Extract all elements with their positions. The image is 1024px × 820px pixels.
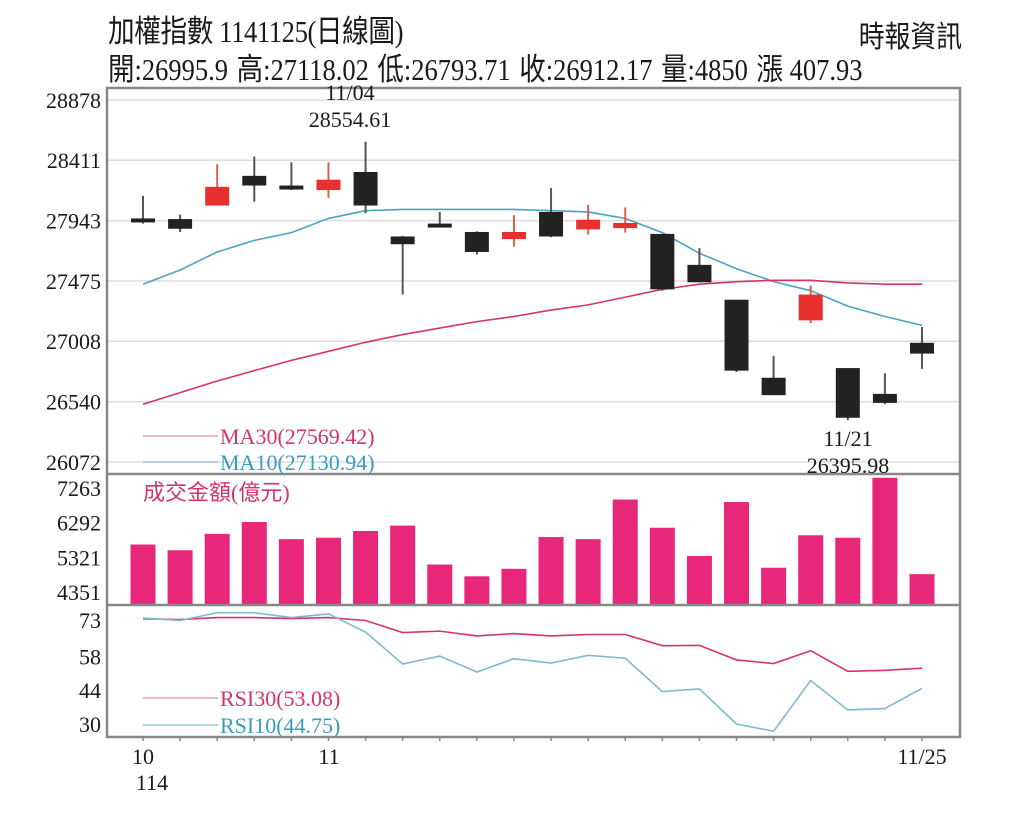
low-value: 低:26793.71	[377, 52, 511, 87]
high-value-annotation: 28554.61	[309, 107, 392, 132]
volume-bar	[612, 499, 638, 605]
candle	[687, 248, 712, 283]
candlesticks	[131, 141, 934, 421]
ohlc-summary: 開:26995.9 高:27118.02 低:26793.71 收:26912.17 量…	[108, 44, 871, 89]
y-tick-label: 7263	[57, 476, 101, 501]
volume-bar	[167, 550, 193, 605]
y-tick-label: 44	[79, 678, 101, 703]
volume-bars	[130, 477, 935, 605]
candle	[131, 195, 155, 224]
x-label-oct: 10	[132, 744, 154, 769]
volume-bar	[353, 530, 379, 605]
change-value: 漲 407.93	[756, 52, 863, 87]
volume-bar	[204, 533, 230, 605]
y-tick-label: 58	[79, 644, 101, 669]
volume-bar	[538, 537, 564, 605]
x-label-year: 114	[136, 770, 168, 795]
volume-bar	[835, 537, 861, 605]
volume-bar	[909, 574, 935, 605]
candle	[242, 156, 267, 202]
candle	[168, 214, 193, 232]
candle	[650, 233, 675, 291]
y-tick-label: 28411	[47, 148, 101, 173]
ma30-line	[142, 279, 922, 405]
y-tick-label: 5321	[57, 545, 101, 570]
y-tick-label: 26072	[46, 450, 101, 475]
candle	[761, 355, 786, 396]
high-value: 高:27118.02	[236, 52, 369, 87]
candle	[835, 368, 860, 421]
chart-title: 加權指數 1141125(日線圖)	[108, 14, 404, 49]
volume-title: 成交金額(億元)	[143, 480, 290, 505]
volume-bar	[686, 555, 712, 605]
rsi30-legend: RSI30(53.08)	[220, 686, 340, 711]
candle	[205, 164, 230, 206]
candle	[539, 188, 564, 238]
volume-bar	[390, 525, 416, 605]
volume-bar	[464, 576, 490, 605]
volume-value: 量:4850	[661, 52, 748, 87]
volume-bar	[278, 539, 304, 605]
volume-bar	[315, 537, 341, 605]
candle	[724, 299, 749, 372]
candle	[464, 231, 489, 255]
candle	[613, 207, 638, 233]
candle	[427, 211, 452, 228]
candle	[353, 141, 378, 214]
rsi10-line	[142, 611, 923, 733]
volume-bar	[649, 527, 675, 605]
candle	[316, 162, 341, 198]
y-tick-label: 27008	[46, 329, 101, 354]
y-tick-label: 28878	[46, 88, 101, 113]
volume-bar	[501, 568, 527, 605]
y-tick-label: 6292	[57, 511, 101, 536]
volume-bar	[872, 477, 898, 605]
rsi10-legend: RSI10(44.75)	[220, 713, 340, 738]
volume-bar	[724, 502, 750, 605]
volume-bar	[798, 535, 824, 605]
rsi30-line	[142, 616, 923, 673]
rsi-lines	[142, 611, 923, 733]
volume-bar	[761, 567, 787, 605]
y-tick-label: 27475	[46, 269, 101, 294]
x-label-nov: 11	[318, 744, 339, 769]
ma10-line	[142, 208, 923, 327]
candle	[390, 235, 415, 295]
volume-bar	[575, 539, 601, 605]
y-tick-label: 4351	[57, 580, 101, 605]
gridlines	[107, 99, 960, 463]
candle	[910, 327, 934, 369]
moving-average-lines	[142, 208, 923, 405]
y-tick-label: 30	[79, 712, 101, 737]
source-label: 時報資訊	[858, 21, 962, 54]
volume-bar	[130, 544, 156, 605]
candle	[279, 162, 304, 191]
candle	[798, 285, 823, 323]
candle	[501, 215, 526, 247]
y-tick-label: 27943	[46, 209, 101, 234]
y-tick-label: 26540	[46, 390, 101, 415]
x-label-last: 11/25	[897, 744, 946, 769]
candle	[872, 373, 897, 405]
volume-bar	[241, 522, 267, 605]
ma30-legend: MA30(27569.42)	[220, 424, 375, 449]
high-date-annotation: 11/04	[325, 80, 374, 105]
candle	[576, 204, 601, 235]
close-value: 收:26912.17	[519, 52, 653, 87]
ma10-legend: MA10(27130.94)	[220, 450, 375, 475]
y-tick-label: 73	[79, 608, 101, 633]
low-date-annotation: 11/21	[823, 426, 872, 451]
low-value-annotation: 26395.98	[807, 453, 890, 478]
chart-frame	[105, 86, 962, 741]
open-value: 開:26995.9	[108, 52, 229, 87]
volume-bar	[427, 564, 453, 605]
